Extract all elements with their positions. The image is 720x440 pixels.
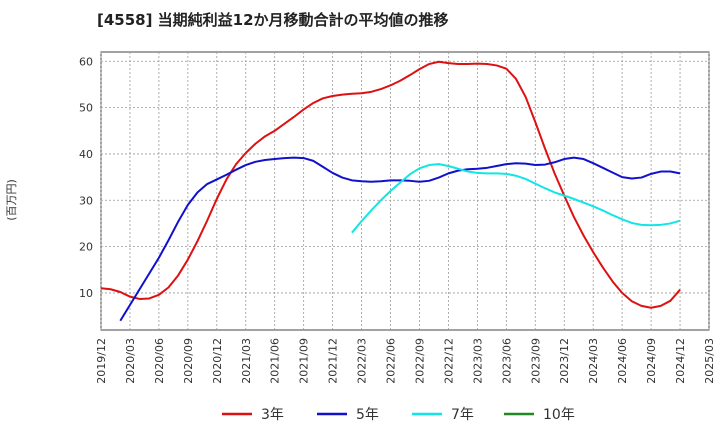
legend: 3年 5年 7年 10年: [222, 407, 575, 423]
y-tick-label: 40: [79, 148, 93, 161]
chart-title: [4558] 当期純利益12か月移動合計の平均値の推移: [97, 11, 449, 29]
x-tick-label: 2024/03: [587, 338, 600, 384]
series-line-3年: [100, 60, 681, 309]
y-tick-label: 20: [79, 241, 93, 254]
x-tick-label: 2022/06: [385, 338, 398, 384]
grid: [100, 52, 710, 330]
plot-area: [100, 51, 710, 331]
x-tick-label: 2021/09: [298, 338, 311, 384]
x-tick-label: 2023/12: [558, 338, 571, 384]
x-tick-label: 2023/09: [529, 338, 542, 384]
x-tick-label: 2021/03: [240, 338, 253, 384]
legend-label: 5年: [356, 407, 379, 423]
x-tick-label: 2021/12: [327, 338, 340, 384]
x-tick-label: 2019/12: [95, 338, 108, 384]
y-tick-label: 30: [79, 194, 93, 207]
series-lines: [100, 60, 681, 322]
x-tick-label: 2022/09: [413, 338, 426, 384]
series-line-7年: [351, 163, 681, 234]
x-tick-label: 2020/12: [211, 338, 224, 384]
y-axis-label: (百万円): [5, 179, 18, 221]
x-tick-label: 2023/06: [500, 338, 513, 384]
x-tick-label: 2020/09: [182, 338, 195, 384]
legend-label: 10年: [543, 407, 575, 423]
x-tick-labels: 2019/12 2020/03 2020/06 2020/09 2020/12 2021/…: [95, 338, 716, 384]
x-tick-label: 2025/03: [703, 338, 716, 384]
y-tick-label: 10: [79, 287, 93, 300]
x-tick-label: 2020/06: [153, 338, 166, 384]
x-tick-label: 2022/12: [442, 338, 455, 384]
x-tick-label: 2023/03: [471, 338, 484, 384]
legend-label: 7年: [451, 407, 474, 423]
x-tick-label: 2022/03: [356, 338, 369, 384]
x-tick-label: 2024/12: [674, 338, 687, 384]
x-tick-label: 2024/06: [616, 338, 629, 384]
x-tick-label: 2020/03: [124, 338, 137, 384]
x-tick-label: 2024/09: [645, 338, 658, 384]
series-line-5年: [119, 156, 681, 322]
legend-label: 3年: [261, 407, 284, 423]
y-tick-labels: 10 20 30 40 50 60: [79, 55, 93, 300]
x-tick-label: 2021/06: [269, 338, 282, 384]
y-tick-label: 50: [79, 102, 93, 115]
y-tick-label: 60: [79, 55, 93, 68]
